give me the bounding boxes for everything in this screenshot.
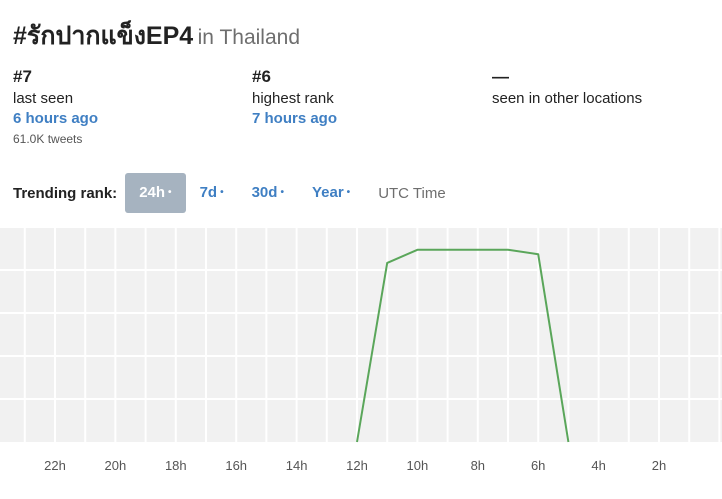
range-dot-icon: • [346,187,351,199]
chart-x-tick-label: 6h [531,458,545,473]
last-seen-rank: #7 [13,67,32,86]
stat-highest-rank: #6 highest rank 7 hours ago [252,66,337,129]
other-locations-value: — [492,67,509,86]
highest-rank-time-link[interactable]: 7 hours ago [252,110,338,127]
range-24h-button[interactable]: 24h • [125,173,186,213]
trending-rank-label: Trending rank: [13,184,118,202]
range-year-button[interactable]: Year • [298,173,364,213]
trending-rank-chart: 22h 20h 18h 16h 14h 12h 10h 8h 6h 4h 2h [0,228,722,499]
last-seen-time-link[interactable]: 6 hours ago [13,110,99,127]
range-7d-button[interactable]: 7d • [186,173,238,213]
location-label: in Thailand [197,26,300,49]
range-dot-icon: • [220,187,224,199]
range-24h-label: 24h [139,184,166,201]
chart-x-tick-label: 20h [105,458,127,473]
chart-x-tick-label: 12h [346,458,368,473]
chart-x-tick-label: 10h [407,458,429,473]
tweet-count: 61.0K tweets [13,132,83,146]
range-dot-icon: • [280,187,284,199]
stats-row: #7 last seen 6 hours ago 61.0K tweets #6… [0,66,722,156]
highest-rank-label: highest rank [252,90,334,107]
other-locations-label: seen in other locations [492,90,643,107]
utc-time-toggle[interactable]: UTC Time [378,184,446,202]
range-controls: Trending rank: 24h • 7d • 30d • Year • UTC T… [13,173,446,213]
chart-svg: 22h 20h 18h 16h 14h 12h 10h 8h 6h 4h 2h [0,228,722,473]
chart-x-tick-label: 14h [286,458,308,473]
chart-x-tick-label: 22h [44,458,66,473]
chart-series-line [356,248,570,443]
stat-last-seen: #7 last seen 6 hours ago 61.0K tweets [13,66,98,147]
chart-x-tick-label: 2h [652,458,666,473]
stat-other-locations: — seen in other locations [492,66,642,109]
highest-rank-value: #6 [252,67,271,86]
chart-x-tick-label: 18h [165,458,187,473]
range-30d-label: 30d [251,184,278,201]
page-header: #รักปากแข็งEP4 in Thailand [13,16,300,56]
range-7d-label: 7d [199,184,218,201]
range-year-label: Year [311,184,344,201]
range-30d-button[interactable]: 30d • [238,173,298,213]
chart-plot-background [0,228,722,442]
last-seen-label: last seen [13,90,74,107]
range-dot-icon: • [168,187,172,199]
hashtag-title: #รักปากแข็งEP4 [13,22,194,50]
chart-x-tick-label: 4h [591,458,605,473]
chart-x-tick-label: 8h [471,458,485,473]
chart-x-tick-label: 16h [225,458,247,473]
